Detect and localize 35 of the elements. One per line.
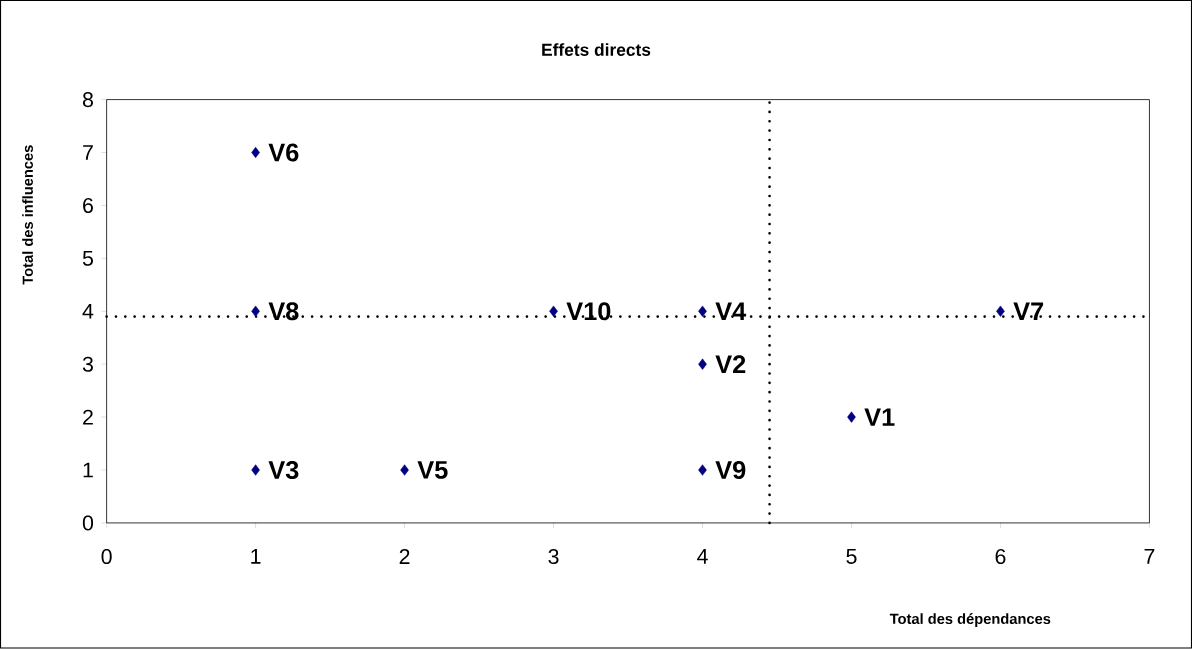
x-tick-label: 3 — [548, 549, 559, 565]
annotation: V7 — [1013, 302, 1044, 321]
annotation: V10 — [566, 302, 611, 321]
y-tick-label: 2 — [83, 409, 93, 425]
y-tick-label: 4 — [82, 304, 94, 319]
chart-title: Effets directs — [542, 43, 651, 57]
annotation: V4 — [715, 302, 747, 321]
point — [251, 464, 260, 476]
annotation: V2 — [715, 355, 746, 374]
x-tick-label: 6 — [995, 549, 1006, 565]
annotation: V5 — [417, 461, 448, 480]
x-tick-label: 7 — [1144, 549, 1155, 564]
annotation: V6 — [268, 143, 299, 162]
x-axis-title: Total des dépendances — [889, 613, 1051, 628]
x-tick-label: 4 — [697, 549, 708, 564]
y-tick-label: 8 — [82, 92, 93, 108]
y-tick-label: 7 — [83, 145, 93, 161]
y-tick-label: 0 — [82, 515, 94, 531]
point — [847, 411, 856, 423]
y-axis-title: Total des influences — [22, 145, 33, 285]
annotation: V3 — [268, 461, 299, 480]
point — [698, 464, 707, 476]
x-tick-label: 1 — [251, 549, 261, 564]
y-tick-label: 3 — [82, 356, 93, 372]
y-tick-label: 6 — [83, 198, 93, 214]
y-tick-label: 5 — [82, 251, 93, 267]
x-tick-label: 0 — [101, 549, 112, 565]
point — [251, 147, 260, 159]
point — [400, 464, 409, 476]
annotation: V8 — [268, 302, 299, 321]
annotation: V1 — [864, 408, 895, 427]
y-tick-label: 1 — [83, 462, 93, 478]
annotation: V9 — [715, 461, 746, 480]
x-tick-label: 2 — [399, 549, 410, 565]
x-tick-label: 5 — [846, 549, 857, 565]
